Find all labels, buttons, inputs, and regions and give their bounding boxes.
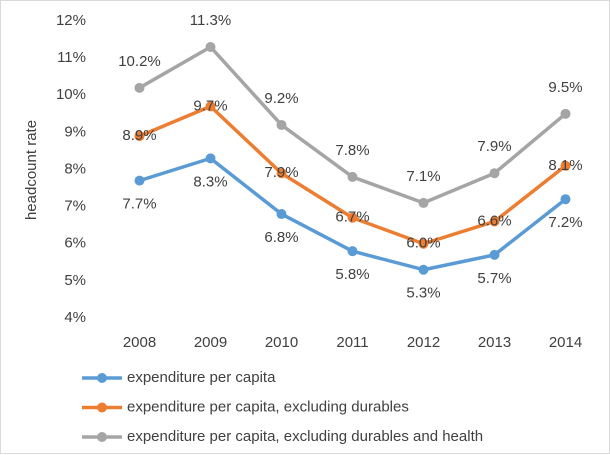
- point: [205, 101, 216, 112]
- data-label: 6.8%: [264, 229, 298, 246]
- legend-marker: [97, 373, 107, 383]
- point: [560, 108, 571, 119]
- data-label: 6.0%: [406, 235, 440, 252]
- point: [489, 249, 500, 260]
- data-label: 9.2%: [264, 90, 298, 107]
- data-label: 6.6%: [477, 212, 511, 229]
- data-label: 8.9%: [122, 127, 156, 144]
- data-label: 9.5%: [548, 79, 582, 96]
- data-label: 7.8%: [335, 142, 369, 159]
- point: [347, 246, 358, 257]
- point: [489, 168, 500, 179]
- legend-marker: [97, 432, 107, 442]
- point: [205, 153, 216, 164]
- data-label: 9.7%: [193, 97, 227, 114]
- point: [418, 238, 429, 249]
- y-tick-label: 6%: [64, 235, 86, 252]
- y-tick-label: 7%: [64, 198, 86, 215]
- data-label: 5.8%: [335, 266, 369, 283]
- x-tick-label: 2014: [549, 334, 582, 351]
- point: [276, 119, 287, 130]
- x-tick-label: 2012: [407, 334, 440, 351]
- legend-marker: [97, 402, 107, 413]
- y-tick-label: 10%: [56, 86, 86, 103]
- data-label: 7.7%: [122, 196, 156, 213]
- data-label: 5.3%: [406, 285, 440, 302]
- point: [276, 209, 287, 220]
- data-label: 11.3%: [190, 12, 231, 29]
- point: [276, 168, 287, 179]
- y-axis-title: headcount rate: [23, 120, 40, 220]
- data-label: 7.9%: [477, 138, 511, 155]
- y-tick-label: 9%: [64, 123, 86, 140]
- point: [347, 212, 358, 223]
- point: [205, 41, 216, 52]
- point: [560, 194, 571, 205]
- x-tick-label: 2008: [123, 334, 156, 351]
- point: [347, 171, 358, 182]
- point: [560, 160, 571, 171]
- point: [418, 264, 429, 275]
- y-tick-label: 11%: [57, 49, 86, 66]
- data-label: 8.1%: [548, 157, 582, 174]
- data-label: 7.2%: [548, 214, 582, 231]
- legend-label: expenditure per capita, excluding durabl…: [127, 428, 483, 445]
- point: [418, 197, 429, 208]
- y-tick-label: 4%: [64, 309, 86, 326]
- data-label: 7.1%: [406, 168, 440, 185]
- y-tick-label: 8%: [64, 160, 86, 177]
- data-label: 10.2%: [118, 53, 161, 70]
- point: [134, 175, 145, 186]
- point: [134, 131, 145, 142]
- x-tick-label: 2013: [478, 334, 511, 351]
- point: [489, 216, 500, 227]
- x-tick-label: 2009: [194, 334, 227, 351]
- data-label: 8.3%: [193, 173, 227, 190]
- y-tick-label: 12%: [56, 12, 86, 29]
- legend-label: expenditure per capita, excluding durabl…: [127, 398, 409, 415]
- y-tick-label: 5%: [64, 272, 86, 289]
- x-tick-label: 2010: [265, 334, 298, 351]
- data-label: 6.7%: [335, 209, 369, 226]
- x-tick-label: 2011: [336, 334, 368, 351]
- data-label: 7.9%: [264, 164, 298, 181]
- point: [134, 82, 145, 93]
- legend-label: expenditure per capita: [127, 369, 276, 386]
- data-label: 5.7%: [477, 270, 511, 287]
